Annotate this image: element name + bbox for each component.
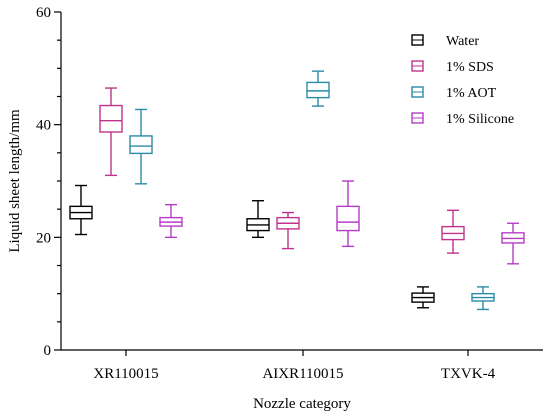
y-axis-title: Liquid sheet length/mm (7, 109, 23, 253)
x-axis-ticks: XR110015 AIXR110015 TXVK-4 (93, 350, 496, 382)
box-1-2 (246, 200, 270, 239)
x-tick-label: TXVK-4 (441, 366, 496, 382)
box-iqr (336, 205, 360, 232)
y-tick-label: 0 (44, 343, 52, 359)
box-1-1 (69, 184, 93, 236)
y-tick-label: 60 (36, 5, 51, 21)
box-2-2 (276, 211, 300, 250)
legend-label: 1% AOT (446, 86, 497, 101)
x-axis-title: Nozzle category (253, 396, 351, 412)
legend-label: 1% Silicone (446, 112, 514, 127)
y-axis-ticks: 0 20 40 60 (36, 5, 61, 359)
box-3-2 (306, 70, 330, 107)
box-2-3 (441, 209, 465, 254)
y-tick-label: 20 (36, 230, 51, 246)
legend-label: Water (446, 34, 479, 49)
legend: Water 1% SDS 1% AOT 1% Silicone (411, 34, 514, 127)
y-tick-label: 40 (36, 118, 51, 134)
box-4-2 (336, 180, 360, 248)
x-tick-label: XR110015 (93, 366, 158, 382)
box-1-3 (411, 286, 435, 309)
box-4-1 (159, 203, 183, 239)
box-iqr (306, 81, 330, 99)
box-4-3 (501, 222, 525, 265)
box-3-3 (471, 286, 495, 311)
legend-label: 1% SDS (446, 60, 494, 75)
x-tick-label: AIXR110015 (262, 366, 343, 382)
box-plot-series (69, 70, 525, 311)
box-2-1 (99, 87, 123, 177)
box-3-1 (129, 108, 153, 185)
box-iqr (99, 104, 123, 133)
box-iqr (129, 135, 153, 155)
